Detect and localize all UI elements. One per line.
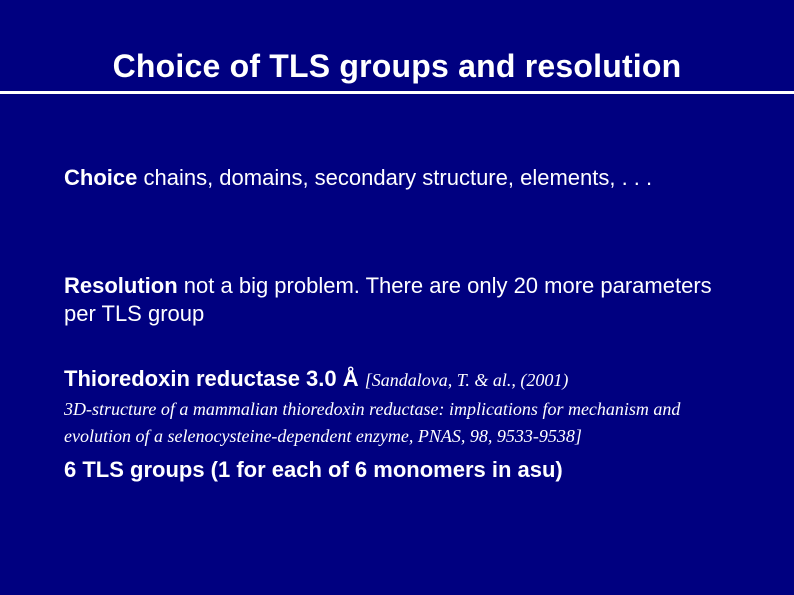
choice-text: chains, domains, secondary structure, el… bbox=[137, 165, 652, 190]
slide: Choice of TLS groups and resolution Choi… bbox=[0, 0, 794, 595]
paragraph-thioredoxin: Thioredoxin reductase 3.0 Å [Sandalova, … bbox=[64, 364, 730, 394]
citation-body: 3D-structure of a mammalian thioredoxin … bbox=[64, 396, 730, 450]
paragraph-tls-groups: 6 TLS groups (1 for each of 6 monomers i… bbox=[64, 456, 730, 484]
choice-label: Choice bbox=[64, 165, 137, 190]
thioredoxin-label: Thioredoxin reductase 3.0 Å bbox=[64, 366, 365, 391]
title-region: Choice of TLS groups and resolution bbox=[0, 0, 794, 102]
slide-title: Choice of TLS groups and resolution bbox=[0, 48, 794, 85]
title-underline bbox=[0, 91, 794, 94]
citation-author-year: [Sandalova, T. & al., (2001) bbox=[365, 370, 569, 390]
paragraph-resolution: Resolution not a big problem. There are … bbox=[64, 272, 730, 328]
slide-body: Choice chains, domains, secondary struct… bbox=[0, 102, 794, 484]
resolution-label: Resolution bbox=[64, 273, 178, 298]
paragraph-choice: Choice chains, domains, secondary struct… bbox=[64, 164, 730, 192]
